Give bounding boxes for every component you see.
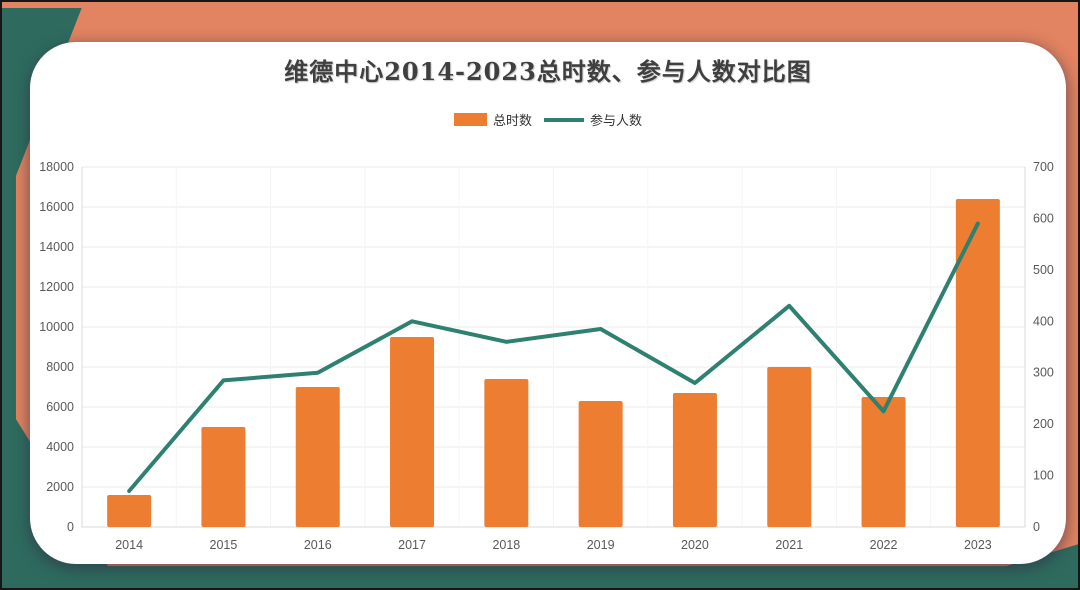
left-axis-tick-label: 4000 (46, 440, 74, 454)
legend-label: 参与人数 (590, 114, 643, 129)
x-axis-category-label: 2022 (870, 538, 898, 552)
left-axis-tick-label: 0 (67, 520, 74, 534)
bar-2019 (578, 401, 623, 527)
x-axis-category-label: 2018 (492, 538, 520, 552)
right-axis-tick-label: 600 (1033, 211, 1054, 225)
x-axis-category-label: 2016 (304, 538, 332, 552)
left-axis-tick-label: 2000 (46, 480, 74, 494)
x-axis-category-label: 2014 (115, 538, 143, 552)
bar-2021 (767, 367, 812, 527)
bar-2014 (107, 495, 152, 527)
right-axis-tick-label: 100 (1033, 469, 1054, 483)
x-axis-category-label: 2019 (587, 538, 615, 552)
bar-2023 (955, 199, 1000, 527)
x-axis-category-label: 2023 (964, 538, 992, 552)
legend-item-participants: 参与人数 (544, 110, 642, 129)
line-series-swatch (544, 117, 584, 122)
chart-title: 维德中心2014-2023总时数、参与人数对比图 (284, 57, 812, 86)
bar-2016 (295, 387, 340, 527)
x-axis-category-label: 2017 (398, 538, 426, 552)
left-axis-tick-label: 6000 (46, 400, 74, 414)
x-axis-category-label: 2015 (210, 538, 238, 552)
chart-card: 维德中心2014-2023总时数、参与人数对比图 总时数 参与人数 0 2000 4… (30, 42, 1066, 564)
x-axis-category-label: 2021 (775, 538, 803, 552)
legend-label: 总时数 (492, 114, 532, 129)
x-axis-category-label: 2020 (681, 538, 709, 552)
chart-legend: 总时数 参与人数 (30, 110, 1066, 129)
participants-line (127, 221, 980, 493)
right-axis-tick-label: 0 (1033, 520, 1040, 534)
left-axis-tick-label: 14000 (39, 240, 74, 254)
teal-left-corner-shape (2, 7, 122, 588)
bar-2018 (484, 379, 529, 527)
left-axis-tick-label: 10000 (39, 320, 74, 334)
right-axis-tick-label: 300 (1033, 366, 1054, 380)
bar-2022 (861, 397, 906, 527)
legend-item-total-hours: 总时数 (453, 110, 532, 129)
bar-2015 (201, 427, 246, 527)
left-axis-tick-label: 16000 (39, 200, 74, 214)
teal-bottom-strip-shape (2, 544, 1078, 588)
bar-series-swatch (453, 113, 487, 126)
right-axis-tick-label: 200 (1033, 417, 1054, 431)
left-axis-tick-label: 8000 (46, 360, 74, 374)
right-axis-tick-label: 500 (1033, 263, 1054, 277)
bar-2020 (672, 393, 717, 527)
right-axis-tick-label: 700 (1033, 160, 1054, 174)
bar-2017 (390, 337, 435, 527)
left-axis-tick-label: 18000 (39, 160, 74, 174)
right-axis-tick-label: 400 (1033, 314, 1054, 328)
chart-canvas: 0200040006000800010000120001400016000180… (39, 160, 1054, 552)
left-axis-tick-label: 12000 (39, 280, 74, 294)
